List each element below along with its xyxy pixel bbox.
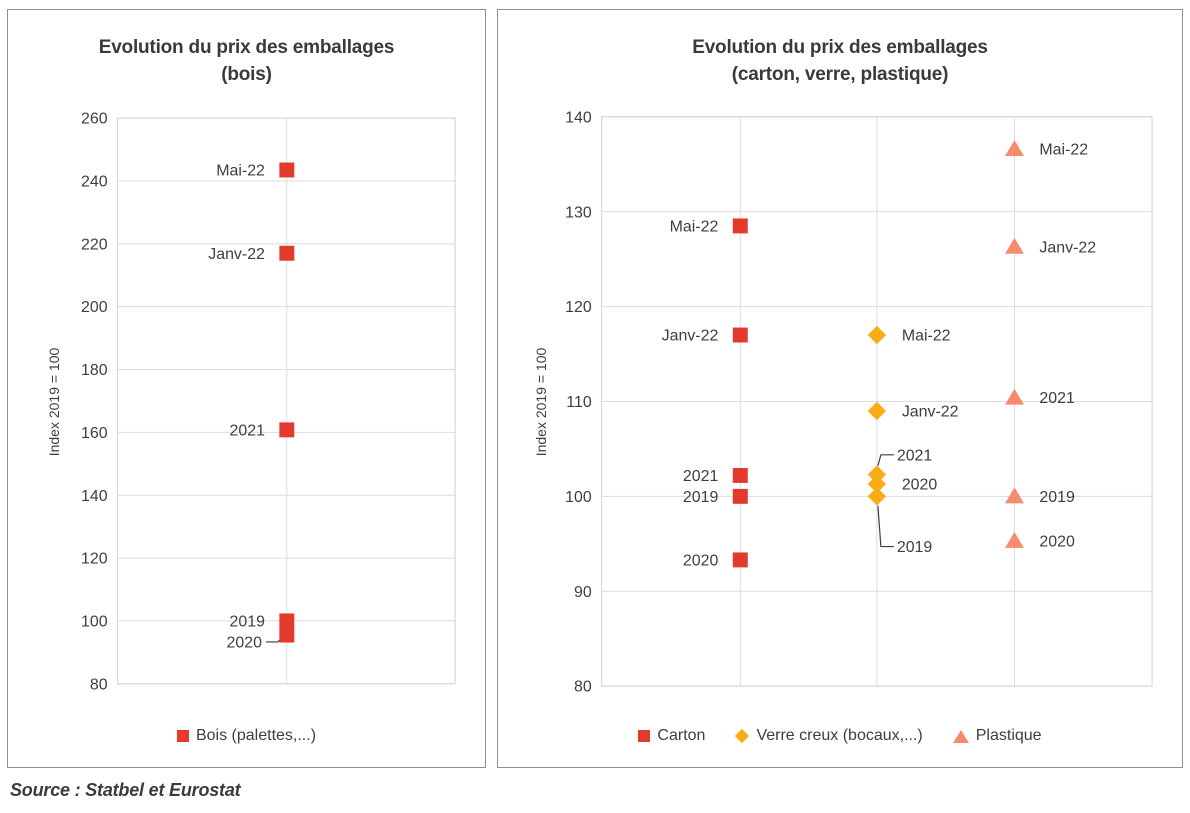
plot-area: 260 240 220 200 180 160 140 120 100 80 2019 2020 202… bbox=[81, 111, 456, 693]
data-point-marker bbox=[732, 327, 748, 343]
square-legend-marker-icon bbox=[638, 730, 651, 742]
y-axis-title: Index 2019 = 100 bbox=[46, 347, 62, 457]
y-tick-label: 120 bbox=[565, 299, 592, 316]
y-axis-title: Index 2019 = 100 bbox=[533, 347, 549, 457]
y-tick-label: 240 bbox=[81, 174, 108, 191]
y-tick-label: 130 bbox=[565, 204, 592, 221]
legend: Bois (palettes,...) bbox=[8, 727, 485, 745]
data-point-label: 2020 bbox=[902, 477, 938, 494]
data-point-marker bbox=[1005, 388, 1024, 405]
data-point-label: Janv-22 bbox=[208, 246, 265, 263]
data-point-label: Mai-22 bbox=[670, 219, 719, 236]
data-point-label: 2019 bbox=[683, 489, 719, 506]
data-point-label: 2020 bbox=[683, 553, 719, 570]
chart-subtitle: (carton, verre, plastique) bbox=[731, 64, 949, 85]
legend-label: Bois (palettes,...) bbox=[195, 727, 317, 744]
data-point-marker bbox=[1005, 531, 1024, 548]
chart-panel-bois: Evolution du prix des emballages (bois) … bbox=[7, 9, 486, 768]
y-tick-label: 220 bbox=[81, 236, 108, 253]
legend-item: Bois (palettes,...) bbox=[176, 727, 317, 745]
data-point-label: Mai-22 bbox=[1039, 142, 1088, 159]
data-point-marker bbox=[279, 162, 295, 178]
chart-title-block: Evolution du prix des emballages (bois) bbox=[8, 34, 485, 88]
data-point-marker bbox=[732, 552, 748, 568]
data-point-marker bbox=[732, 467, 748, 483]
legend-item: Verre creux (bocaux,...) bbox=[735, 727, 923, 745]
legend-label: Carton bbox=[657, 727, 706, 744]
data-point-marker bbox=[867, 465, 887, 484]
data-point-label: Mai-22 bbox=[902, 328, 951, 345]
data-point-label: Janv-22 bbox=[662, 328, 719, 345]
data-point-marker bbox=[279, 245, 295, 261]
leader-line bbox=[877, 505, 894, 548]
y-tick-label: 180 bbox=[81, 362, 108, 379]
data-point-label: 2020 bbox=[227, 635, 263, 652]
triangle-legend-marker-icon bbox=[952, 729, 969, 743]
data-point-marker bbox=[732, 488, 748, 504]
data-point-label: 2019 bbox=[1039, 489, 1075, 506]
data-point-label: Janv-22 bbox=[1039, 239, 1096, 256]
data-point-marker bbox=[867, 401, 887, 421]
data-point-label: 2021 bbox=[1039, 390, 1075, 407]
y-tick-label: 100 bbox=[81, 613, 108, 630]
data-point-label: Mai-22 bbox=[216, 163, 265, 180]
legend-item: Plastique bbox=[952, 727, 1042, 745]
y-tick-label: 80 bbox=[90, 676, 108, 693]
y-tick-label: 260 bbox=[81, 111, 108, 128]
source-note: Source : Statbel et Eurostat bbox=[10, 780, 241, 800]
chart-title-block: Evolution du prix des emballages (carton… bbox=[498, 34, 1182, 88]
chart-title: Evolution du prix des emballages bbox=[692, 37, 988, 58]
data-point-marker bbox=[867, 325, 887, 345]
data-point-marker bbox=[1005, 140, 1024, 157]
chart-title: Evolution du prix des emballages bbox=[98, 37, 395, 58]
data-point-label: 2020 bbox=[1039, 534, 1075, 551]
leader-line bbox=[877, 454, 894, 466]
legend: Carton Verre creux (bocaux,...) Plastique bbox=[498, 727, 1182, 745]
y-tick-label: 100 bbox=[565, 489, 592, 506]
y-tick-label: 120 bbox=[81, 551, 108, 568]
y-tick-label: 110 bbox=[566, 394, 592, 411]
data-point-marker bbox=[1005, 487, 1024, 504]
y-tick-label: 140 bbox=[81, 488, 108, 505]
data-point-label: 2021 bbox=[230, 422, 266, 439]
y-tick-label: 200 bbox=[81, 299, 108, 316]
chart-panel-carton-verre-plastique: Evolution du prix des emballages (carton… bbox=[497, 9, 1183, 768]
data-point-label: 2021 bbox=[683, 468, 719, 485]
plot-border bbox=[601, 116, 1153, 687]
square-legend-marker-icon bbox=[176, 730, 189, 742]
chart-subtitle: (bois) bbox=[221, 64, 272, 85]
data-point-marker bbox=[279, 627, 295, 643]
data-point-marker bbox=[732, 218, 748, 234]
data-point-label: Janv-22 bbox=[902, 404, 959, 421]
data-point-marker bbox=[1005, 237, 1024, 254]
data-point-label: 2021 bbox=[897, 447, 933, 464]
data-point-marker bbox=[279, 613, 295, 629]
y-tick-label: 160 bbox=[81, 425, 108, 442]
data-point-label: 2019 bbox=[897, 539, 933, 556]
data-point-label: 2019 bbox=[230, 613, 266, 630]
y-tick-label: 80 bbox=[574, 679, 592, 696]
data-point-marker bbox=[279, 422, 295, 438]
legend-label: Verre creux (bocaux,...) bbox=[756, 727, 923, 744]
plot-border bbox=[117, 117, 456, 685]
legend-item: Carton bbox=[638, 727, 705, 745]
y-tick-label: 140 bbox=[565, 109, 592, 126]
plot-area: 140 130 120 110 100 90 80 2019 2020 2021 Janv-22 Ma… bbox=[565, 109, 1153, 696]
diamond-legend-marker-icon bbox=[735, 728, 750, 744]
data-point-marker bbox=[867, 474, 887, 494]
legend-label: Plastique bbox=[975, 727, 1042, 744]
y-tick-label: 90 bbox=[574, 584, 592, 601]
